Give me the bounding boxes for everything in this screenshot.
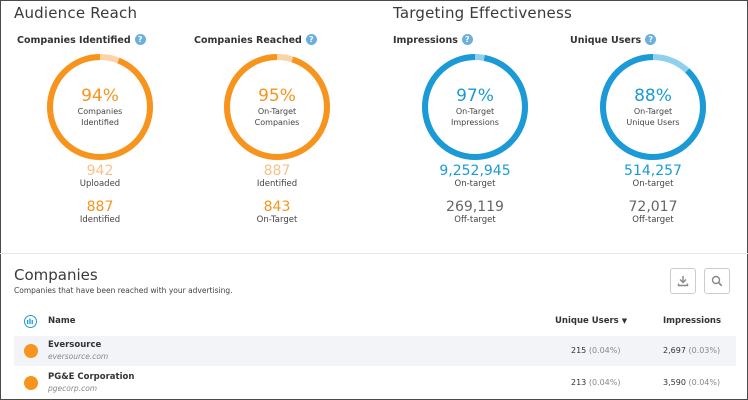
- stat-value: 887: [263, 163, 291, 179]
- help-icon[interactable]: ?: [305, 34, 317, 45]
- stat-label: Identified: [256, 179, 298, 189]
- search-button[interactable]: [704, 268, 730, 294]
- donut-ring: [224, 54, 330, 160]
- targeting-effectiveness-title: Targeting Effectiveness: [393, 4, 573, 22]
- company-icon: [24, 376, 38, 390]
- donut-fill: [600, 54, 706, 160]
- download-icon: [677, 276, 689, 287]
- column-header-unique-users[interactable]: Unique Users ▼: [555, 316, 628, 326]
- company-domain: pgecorp.com: [48, 384, 98, 393]
- donut-percent: 94%: [81, 86, 119, 106]
- table-type-icon: [24, 315, 37, 328]
- help-icon[interactable]: ?: [134, 34, 146, 45]
- companies-title: Companies: [14, 266, 98, 284]
- donut-percent: 97%: [456, 86, 494, 106]
- donut-fill: [422, 54, 528, 160]
- company-name: Eversource: [48, 340, 102, 350]
- reached-identified-stat: 887 Identified: [222, 163, 332, 190]
- sort-desc-icon: ▼: [621, 317, 628, 325]
- donut-caption-line1: Companies: [77, 107, 123, 116]
- identified-stat: 887 Identified: [45, 199, 155, 226]
- companies-reached-label: Companies Reached?: [194, 34, 317, 46]
- donut-caption-line1: On-Target: [455, 107, 495, 116]
- unique-users-donut: 88% On-Target Unique Users: [598, 52, 708, 162]
- donut-caption-line2: Impressions: [451, 118, 499, 127]
- company-domain: eversource.com: [48, 352, 109, 361]
- donut-ring: [47, 54, 153, 160]
- column-header-impressions[interactable]: Impressions: [663, 316, 722, 326]
- users-off-target-stat: 72,017 Off-target: [598, 199, 708, 226]
- unique-users-cell: 215 (0.04%): [571, 346, 621, 355]
- company-icon: [24, 344, 38, 358]
- impressions-cell: 2,697 (0.03%): [663, 346, 721, 355]
- stat-label: Uploaded: [79, 179, 121, 189]
- donut-caption-line1: On-Target: [633, 107, 673, 116]
- stat-value: 514,257: [624, 163, 682, 179]
- search-icon: [711, 275, 723, 287]
- donut-fill: [47, 54, 153, 160]
- stat-value: 942: [86, 163, 114, 179]
- uploaded-stat: 942 Uploaded: [45, 163, 155, 190]
- stat-label: On-target: [454, 179, 496, 189]
- donut-caption-line2: Identified: [81, 118, 119, 127]
- stat-value: 843: [263, 199, 291, 215]
- donut-fill: [224, 54, 330, 160]
- impressions-off-target-stat: 269,119 Off-target: [420, 199, 530, 226]
- column-header-name[interactable]: Name: [48, 316, 76, 326]
- donut-caption-line2: Unique Users: [626, 118, 680, 127]
- unique-users-label: Unique Users?: [570, 34, 657, 46]
- company-name: PG&E Corporation: [48, 372, 135, 382]
- help-icon[interactable]: ?: [645, 34, 657, 45]
- audience-reach-title: Audience Reach: [14, 4, 138, 22]
- stat-label: Identified: [79, 215, 121, 225]
- donut-percent: 95%: [258, 86, 296, 106]
- donut-ring: [422, 54, 528, 160]
- on-target-stat: 843 On-Target: [222, 199, 332, 226]
- impressions-cell: 3,590 (0.04%): [663, 378, 721, 387]
- donut-percent: 88%: [634, 86, 672, 106]
- stat-label: On-Target: [256, 215, 298, 225]
- impressions-label: Impressions?: [393, 34, 473, 46]
- stat-label: On-target: [632, 179, 674, 189]
- stat-label: Off-target: [632, 215, 674, 225]
- table-row[interactable]: PG&E Corporation pgecorp.com 213 (0.04%)…: [14, 368, 736, 398]
- companies-reached-donut: 95% On-Target Companies: [222, 52, 332, 162]
- donut-caption-line1: On-Target: [257, 107, 297, 116]
- donut-caption-line2: Companies: [254, 118, 300, 127]
- users-on-target-stat: 514,257 On-target: [598, 163, 708, 190]
- impressions-donut: 97% On-Target Impressions: [420, 52, 530, 162]
- companies-identified-label: Companies Identified?: [17, 34, 146, 46]
- stat-value: 887: [86, 199, 114, 215]
- help-icon[interactable]: ?: [461, 34, 473, 45]
- donut-ring: [600, 54, 706, 160]
- stat-value: 9,252,945: [439, 163, 511, 179]
- section-divider: [0, 253, 748, 254]
- companies-subtitle: Companies that have been reached with yo…: [14, 286, 233, 295]
- stat-value: 269,119: [446, 199, 504, 215]
- stat-label: Off-target: [454, 215, 496, 225]
- stat-value: 72,017: [628, 199, 678, 215]
- download-button[interactable]: [670, 268, 696, 294]
- unique-users-cell: 213 (0.04%): [571, 378, 621, 387]
- companies-identified-donut: 94% Companies Identified: [45, 52, 155, 162]
- table-row[interactable]: Eversource eversource.com 215 (0.04%) 2,…: [14, 336, 736, 366]
- impressions-on-target-stat: 9,252,945 On-target: [420, 163, 530, 190]
